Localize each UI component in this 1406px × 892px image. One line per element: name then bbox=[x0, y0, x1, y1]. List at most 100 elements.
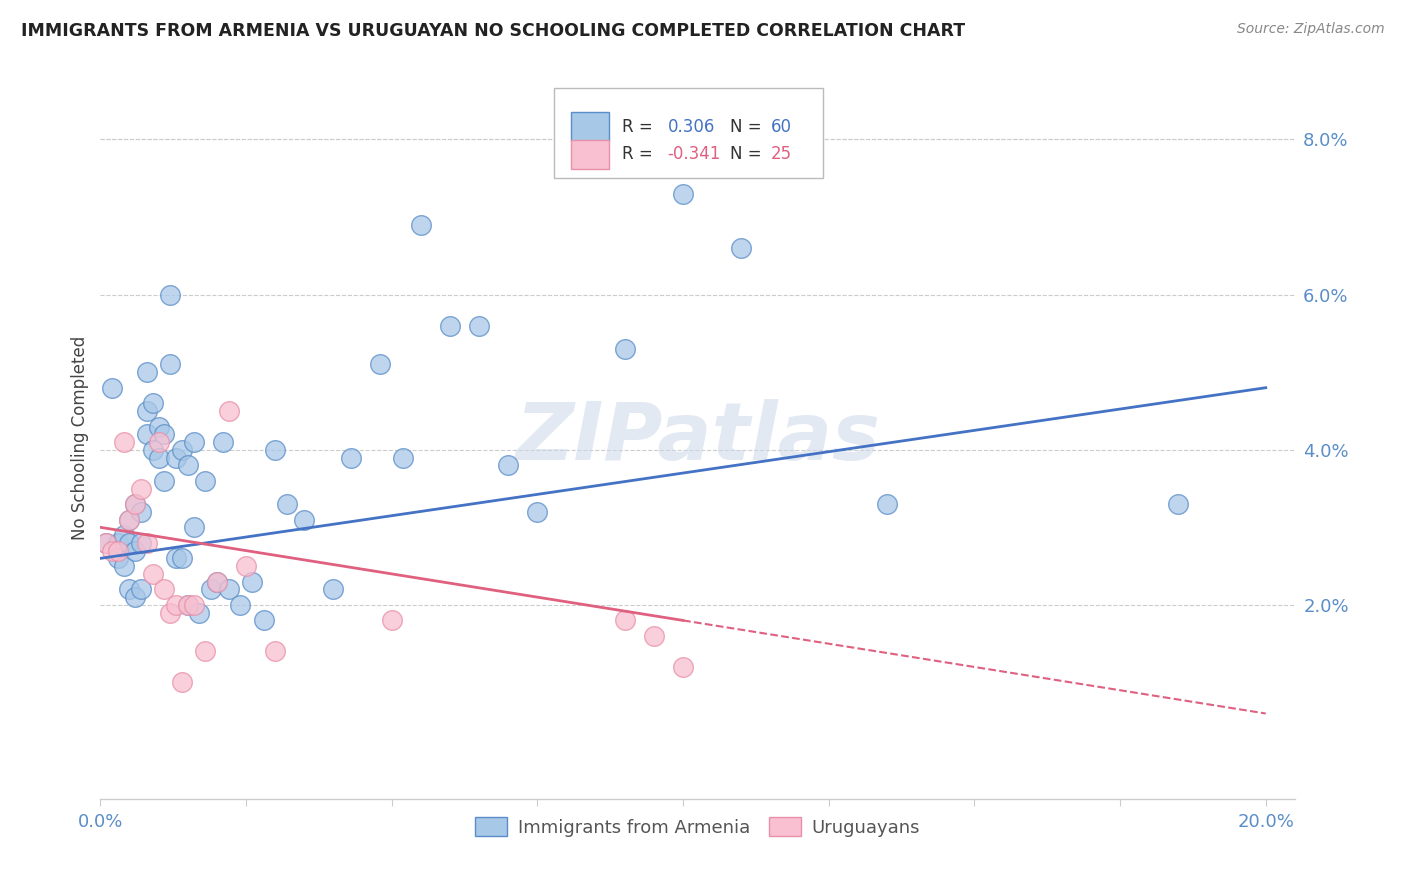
Point bbox=[229, 598, 252, 612]
Point bbox=[153, 427, 176, 442]
Point bbox=[264, 442, 287, 457]
Point bbox=[205, 574, 228, 589]
Text: N =: N = bbox=[730, 145, 766, 163]
Point bbox=[165, 598, 187, 612]
Point bbox=[148, 419, 170, 434]
Text: IMMIGRANTS FROM ARMENIA VS URUGUAYAN NO SCHOOLING COMPLETED CORRELATION CHART: IMMIGRANTS FROM ARMENIA VS URUGUAYAN NO … bbox=[21, 22, 965, 40]
Point bbox=[252, 614, 274, 628]
Point bbox=[136, 404, 159, 418]
Point bbox=[136, 427, 159, 442]
Point bbox=[368, 358, 391, 372]
Point bbox=[165, 450, 187, 465]
Point bbox=[124, 497, 146, 511]
Point bbox=[136, 536, 159, 550]
Point bbox=[170, 675, 193, 690]
Point bbox=[107, 536, 129, 550]
Point bbox=[292, 512, 315, 526]
Point bbox=[211, 435, 233, 450]
Point bbox=[153, 582, 176, 597]
Point bbox=[118, 512, 141, 526]
Point bbox=[672, 660, 695, 674]
Point bbox=[177, 598, 200, 612]
Point bbox=[183, 435, 205, 450]
Point bbox=[194, 474, 217, 488]
Point bbox=[129, 482, 152, 496]
Point bbox=[188, 606, 211, 620]
Point bbox=[148, 435, 170, 450]
Point bbox=[194, 644, 217, 658]
Point bbox=[107, 551, 129, 566]
Point bbox=[170, 442, 193, 457]
Point bbox=[112, 528, 135, 542]
Point bbox=[183, 520, 205, 534]
Point bbox=[340, 450, 363, 465]
Point bbox=[276, 497, 298, 511]
Point bbox=[177, 598, 200, 612]
Point bbox=[526, 505, 548, 519]
Text: 0.306: 0.306 bbox=[668, 118, 716, 136]
Point bbox=[101, 543, 124, 558]
Point bbox=[322, 582, 344, 597]
Point bbox=[124, 543, 146, 558]
Point bbox=[159, 606, 181, 620]
Point bbox=[107, 543, 129, 558]
Text: Source: ZipAtlas.com: Source: ZipAtlas.com bbox=[1237, 22, 1385, 37]
Point bbox=[101, 381, 124, 395]
Point bbox=[205, 574, 228, 589]
Point bbox=[1167, 497, 1189, 511]
Point bbox=[613, 342, 636, 356]
Point bbox=[409, 218, 432, 232]
Point bbox=[148, 450, 170, 465]
Point bbox=[240, 574, 263, 589]
Text: N =: N = bbox=[730, 118, 766, 136]
Point bbox=[129, 582, 152, 597]
Point bbox=[112, 559, 135, 574]
Point bbox=[112, 435, 135, 450]
Point bbox=[392, 450, 415, 465]
Point bbox=[183, 598, 205, 612]
Point bbox=[730, 241, 752, 255]
Point bbox=[264, 644, 287, 658]
Text: ZIPatlas: ZIPatlas bbox=[515, 399, 880, 477]
Point bbox=[876, 497, 898, 511]
Text: R =: R = bbox=[623, 118, 658, 136]
Point bbox=[170, 551, 193, 566]
Point bbox=[142, 396, 165, 410]
Point bbox=[218, 582, 240, 597]
Point bbox=[159, 358, 181, 372]
Point bbox=[496, 458, 519, 473]
Point bbox=[96, 536, 118, 550]
Point bbox=[200, 582, 222, 597]
Point bbox=[468, 318, 491, 333]
Point bbox=[118, 512, 141, 526]
Point bbox=[235, 559, 257, 574]
Point bbox=[672, 186, 695, 201]
Text: -0.341: -0.341 bbox=[668, 145, 721, 163]
Point bbox=[96, 536, 118, 550]
Point bbox=[124, 590, 146, 604]
Point bbox=[165, 551, 187, 566]
FancyBboxPatch shape bbox=[571, 112, 609, 141]
Text: 25: 25 bbox=[770, 145, 792, 163]
Point bbox=[129, 505, 152, 519]
Point bbox=[439, 318, 461, 333]
Point bbox=[381, 614, 404, 628]
Point bbox=[218, 404, 240, 418]
Point bbox=[124, 497, 146, 511]
Legend: Immigrants from Armenia, Uruguayans: Immigrants from Armenia, Uruguayans bbox=[468, 810, 928, 844]
FancyBboxPatch shape bbox=[554, 88, 823, 178]
Point bbox=[613, 614, 636, 628]
Point bbox=[177, 458, 200, 473]
Point bbox=[136, 365, 159, 379]
Point bbox=[118, 536, 141, 550]
Point bbox=[142, 566, 165, 581]
Point bbox=[643, 629, 665, 643]
Y-axis label: No Schooling Completed: No Schooling Completed bbox=[72, 336, 89, 541]
Point bbox=[153, 474, 176, 488]
Point bbox=[118, 582, 141, 597]
Point bbox=[159, 287, 181, 301]
Point bbox=[129, 536, 152, 550]
FancyBboxPatch shape bbox=[571, 140, 609, 169]
Text: R =: R = bbox=[623, 145, 658, 163]
Point bbox=[142, 442, 165, 457]
